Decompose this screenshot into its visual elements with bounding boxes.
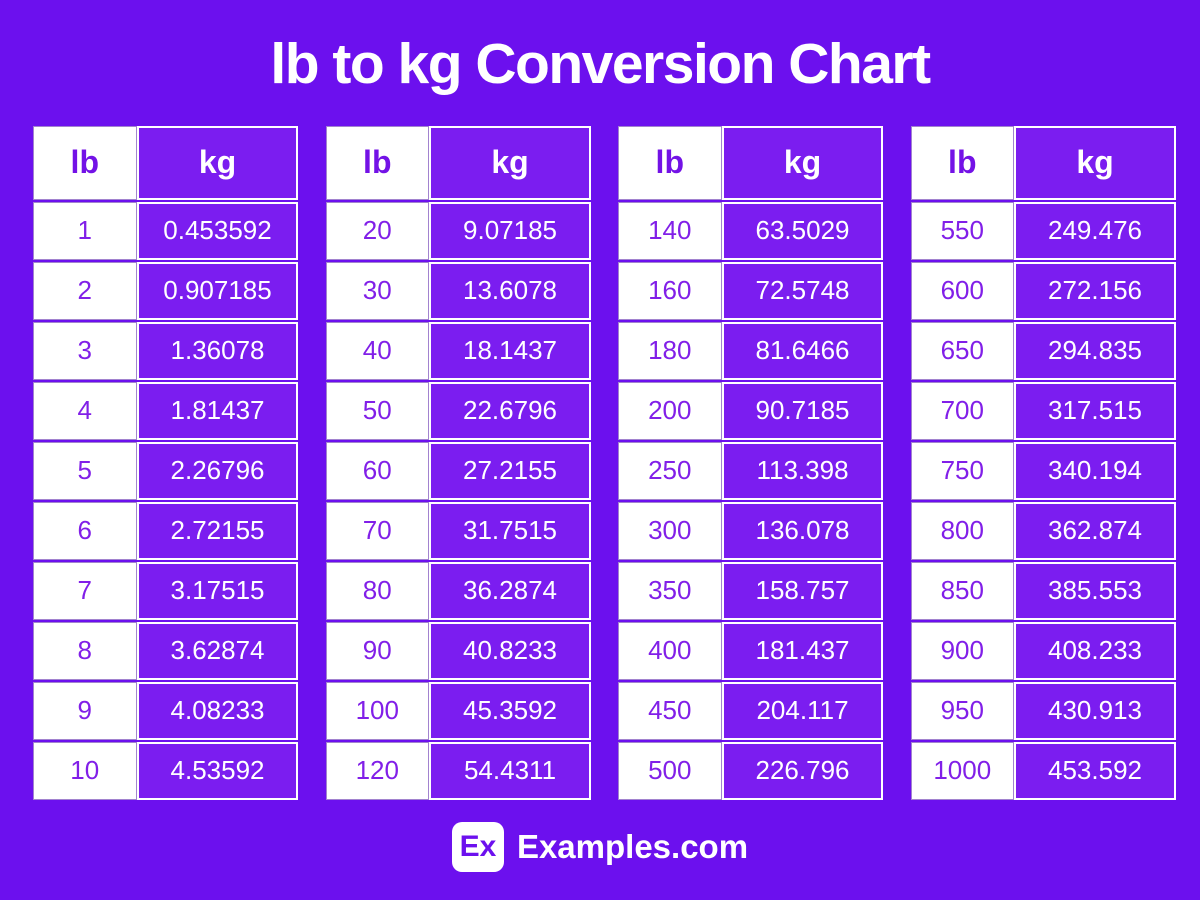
lb-value-cell: 850 <box>910 561 1015 620</box>
lb-header-cell: lb <box>33 125 137 200</box>
lb-value-cell: 6 <box>33 501 137 560</box>
kg-value-cell: 4.53592 <box>136 741 299 800</box>
kg-value-cell: 22.6796 <box>429 381 591 440</box>
kg-header-cell: kg <box>721 125 884 200</box>
kg-value-cell: 249.476 <box>1014 201 1176 260</box>
lb-value-cell: 160 <box>618 261 722 320</box>
footer-brand: Ex Examples.com <box>0 821 1200 872</box>
page-title: lb to kg Conversion Chart <box>270 32 931 96</box>
lb-value-cell: 8 <box>33 621 137 680</box>
kg-value-cell: 158.757 <box>721 561 884 620</box>
lb-value-cell: 50 <box>325 381 430 440</box>
lb-value-cell: 500 <box>618 741 722 800</box>
lb-value-cell: 800 <box>910 501 1015 560</box>
kg-value-cell: 40.8233 <box>429 621 591 680</box>
lb-header-cell: lb <box>618 125 722 200</box>
lb-value-cell: 9 <box>33 681 137 740</box>
kg-header-cell: kg <box>1014 125 1176 200</box>
lb-value-cell: 450 <box>618 681 722 740</box>
tables-container: lb kg 1 0.453592 2 0.907185 3 1.36078 4 1.81437 5 2… <box>33 125 1177 800</box>
lb-value-cell: 3 <box>33 321 137 380</box>
kg-value-cell: 3.17515 <box>136 561 299 620</box>
lb-header-cell: lb <box>325 125 430 200</box>
kg-value-cell: 294.835 <box>1014 321 1176 380</box>
lb-value-cell: 300 <box>618 501 722 560</box>
lb-value-cell: 200 <box>618 381 722 440</box>
kg-value-cell: 18.1437 <box>429 321 591 380</box>
kg-value-cell: 113.398 <box>721 441 884 500</box>
kg-value-cell: 13.6078 <box>429 261 591 320</box>
kg-value-cell: 36.2874 <box>429 561 591 620</box>
conversion-table-1: lb kg 1 0.453592 2 0.907185 3 1.36078 4 1.81437 5 2… <box>33 125 299 800</box>
kg-value-cell: 362.874 <box>1014 501 1176 560</box>
kg-value-cell: 27.2155 <box>429 441 591 500</box>
lb-value-cell: 1 <box>33 201 137 260</box>
kg-value-cell: 340.194 <box>1014 441 1176 500</box>
kg-value-cell: 317.515 <box>1014 381 1176 440</box>
conversion-table-4: lb kg 550 249.476 600 272.156 650 294.835 700 317… <box>910 125 1177 800</box>
lb-value-cell: 40 <box>325 321 430 380</box>
lb-value-cell: 5 <box>33 441 137 500</box>
kg-value-cell: 204.117 <box>721 681 884 740</box>
lb-value-cell: 2 <box>33 261 137 320</box>
kg-value-cell: 4.08233 <box>136 681 299 740</box>
lb-value-cell: 10 <box>33 741 137 800</box>
kg-value-cell: 272.156 <box>1014 261 1176 320</box>
kg-value-cell: 430.913 <box>1014 681 1176 740</box>
kg-value-cell: 1.81437 <box>136 381 299 440</box>
kg-value-cell: 63.5029 <box>721 201 884 260</box>
lb-value-cell: 250 <box>618 441 722 500</box>
examples-logo-icon: Ex <box>451 821 504 872</box>
lb-value-cell: 120 <box>325 741 430 800</box>
kg-value-cell: 453.592 <box>1014 741 1176 800</box>
lb-value-cell: 140 <box>618 201 722 260</box>
conversion-table-3: lb kg 140 63.5029 160 72.5748 180 81.6466 200 90.… <box>618 125 884 800</box>
kg-value-cell: 81.6466 <box>721 321 884 380</box>
lb-value-cell: 950 <box>910 681 1015 740</box>
kg-value-cell: 2.26796 <box>136 441 299 500</box>
lb-value-cell: 700 <box>910 381 1015 440</box>
kg-value-cell: 54.4311 <box>429 741 591 800</box>
kg-value-cell: 9.07185 <box>429 201 591 260</box>
kg-value-cell: 408.233 <box>1014 621 1176 680</box>
kg-value-cell: 1.36078 <box>136 321 299 380</box>
lb-value-cell: 750 <box>910 441 1015 500</box>
brand-name: Examples.com <box>516 827 749 865</box>
conversion-table-2: lb kg 20 9.07185 30 13.6078 40 18.1437 50 22.6796… <box>325 125 592 800</box>
lb-value-cell: 180 <box>618 321 722 380</box>
logo-text: Ex <box>459 829 497 863</box>
lb-value-cell: 100 <box>325 681 430 740</box>
kg-header-cell: kg <box>429 125 591 200</box>
lb-value-cell: 60 <box>325 441 430 500</box>
lb-value-cell: 80 <box>325 561 430 620</box>
kg-value-cell: 136.078 <box>721 501 884 560</box>
lb-value-cell: 600 <box>910 261 1015 320</box>
kg-header-cell: kg <box>136 125 299 200</box>
lb-value-cell: 20 <box>325 201 430 260</box>
kg-value-cell: 385.553 <box>1014 561 1176 620</box>
kg-value-cell: 226.796 <box>721 741 884 800</box>
kg-value-cell: 0.907185 <box>136 261 299 320</box>
lb-value-cell: 7 <box>33 561 137 620</box>
lb-value-cell: 900 <box>910 621 1015 680</box>
lb-value-cell: 650 <box>910 321 1015 380</box>
kg-value-cell: 31.7515 <box>429 501 591 560</box>
kg-value-cell: 3.62874 <box>136 621 299 680</box>
lb-value-cell: 350 <box>618 561 722 620</box>
kg-value-cell: 45.3592 <box>429 681 591 740</box>
lb-header-cell: lb <box>910 125 1015 200</box>
conversion-chart-page: lb to kg Conversion Chart lb kg 1 0.453592 2… <box>0 32 1200 872</box>
kg-value-cell: 181.437 <box>721 621 884 680</box>
lb-value-cell: 4 <box>33 381 137 440</box>
lb-value-cell: 400 <box>618 621 722 680</box>
kg-value-cell: 0.453592 <box>136 201 299 260</box>
kg-value-cell: 90.7185 <box>721 381 884 440</box>
lb-value-cell: 1000 <box>910 741 1015 800</box>
lb-value-cell: 90 <box>325 621 430 680</box>
lb-value-cell: 550 <box>910 201 1015 260</box>
lb-value-cell: 70 <box>325 501 430 560</box>
kg-value-cell: 72.5748 <box>721 261 884 320</box>
kg-value-cell: 2.72155 <box>136 501 299 560</box>
lb-value-cell: 30 <box>325 261 430 320</box>
